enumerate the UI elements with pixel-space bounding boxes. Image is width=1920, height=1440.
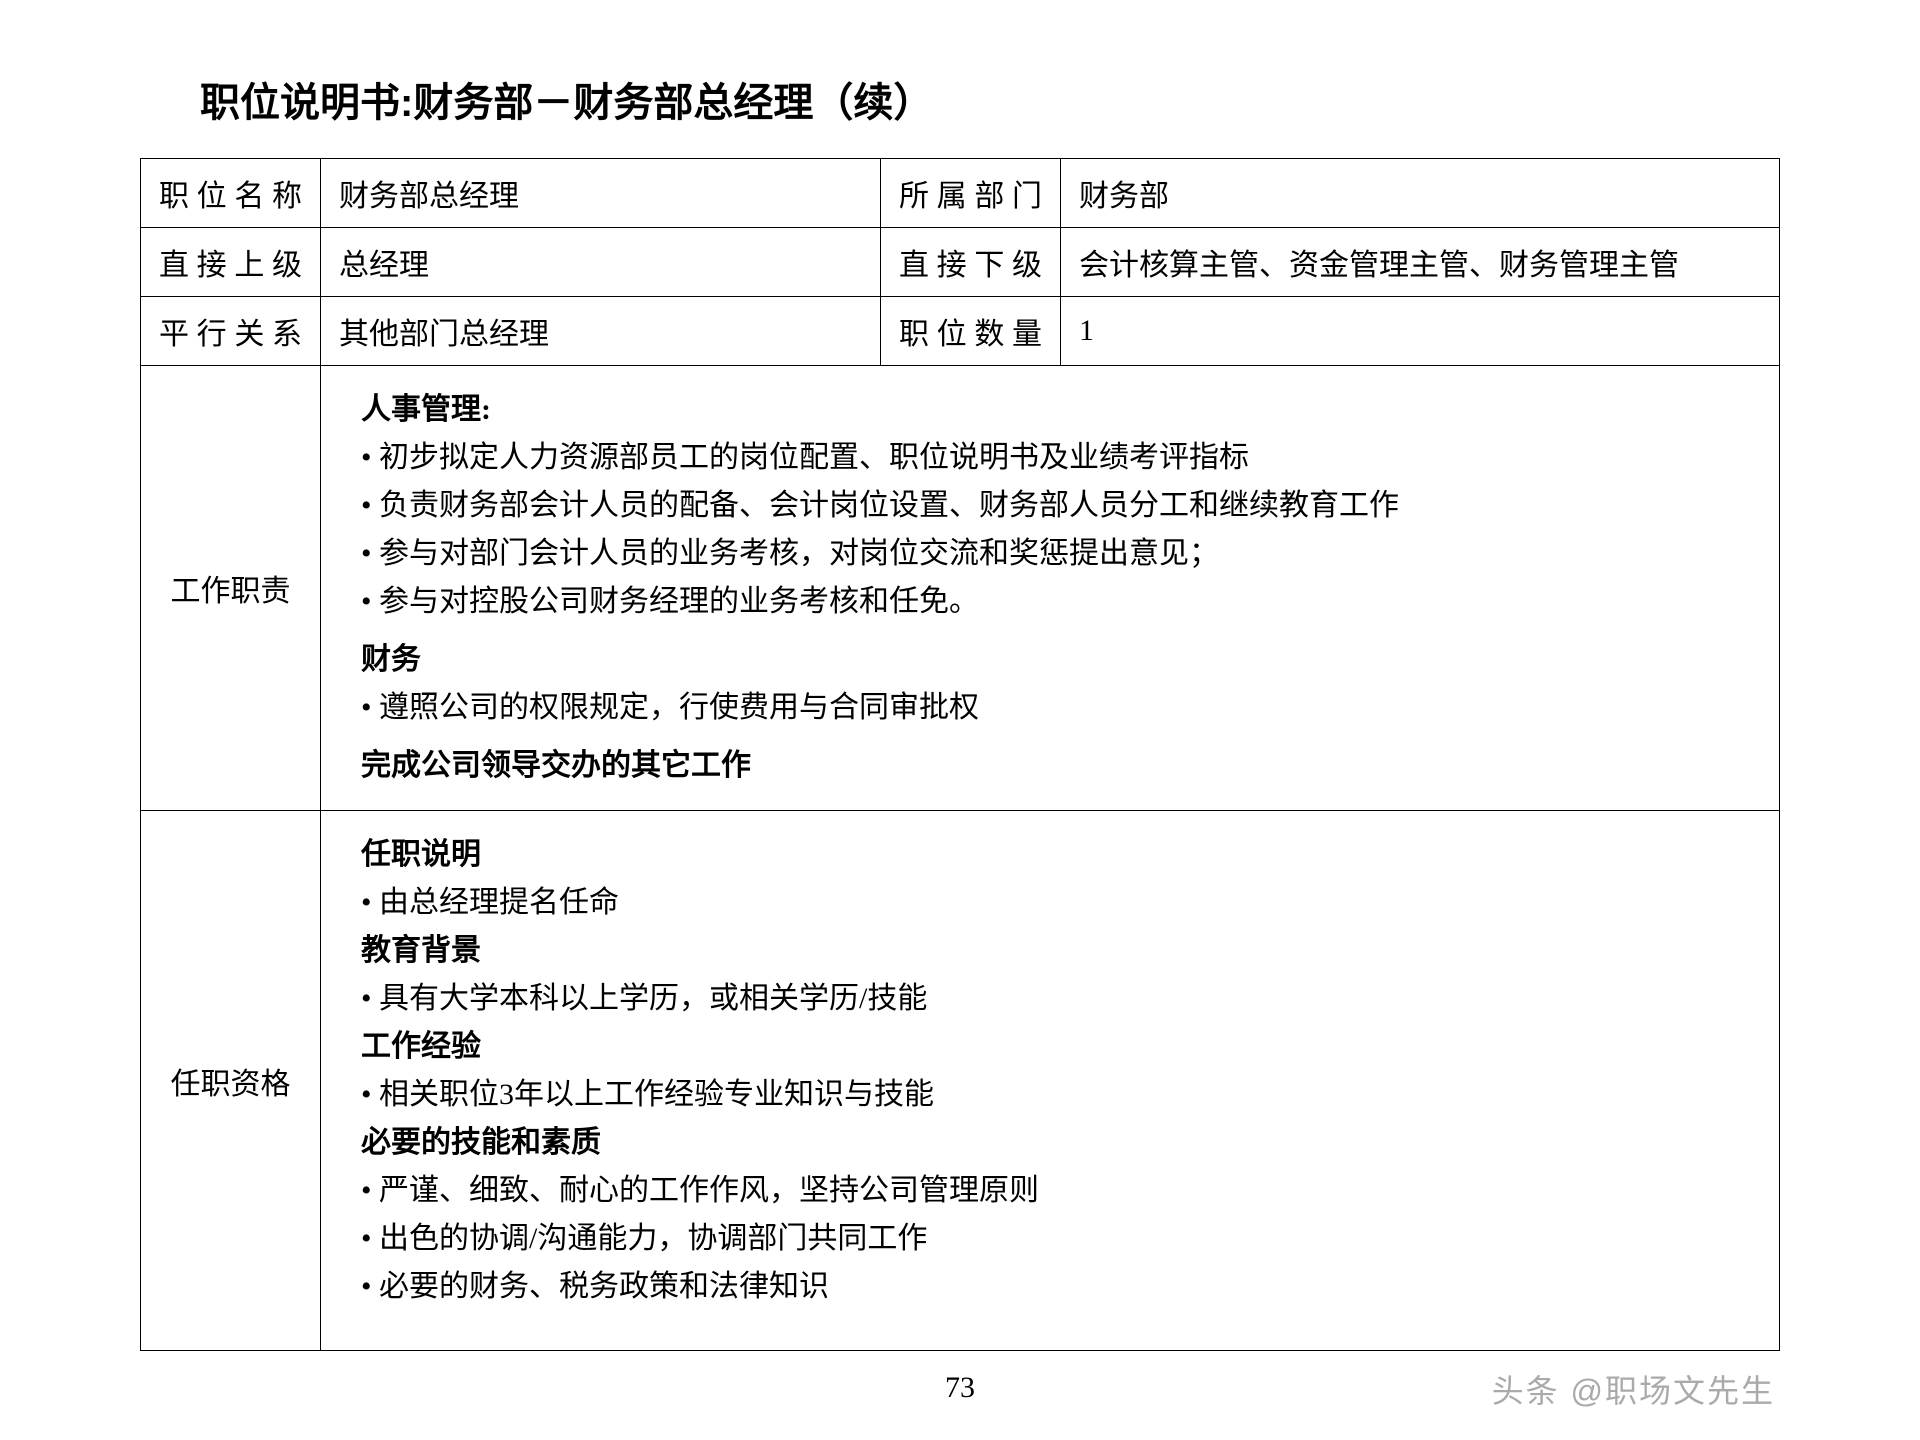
duties-hr-item: • 初步拟定人力资源部员工的岗位配置、职位说明书及业绩考评指标 [361, 434, 1739, 482]
label-supervisor: 直接上级 [141, 228, 321, 297]
job-description-table: 职位名称 财务部总经理 所属部门 财务部 直接上级 总经理 直接下级 会计核算主… [140, 158, 1780, 1351]
qual-item: • 必要的财务、税务政策和法律知识 [361, 1263, 1739, 1311]
qual-item: • 具有大学本科以上学历，或相关学历/技能 [361, 975, 1739, 1023]
table-row: 职位名称 财务部总经理 所属部门 财务部 [141, 159, 1780, 228]
page-number: 73 [945, 1371, 975, 1405]
value-department: 财务部 [1061, 159, 1780, 228]
label-subordinate: 直接下级 [881, 228, 1061, 297]
label-duties: 工作职责 [141, 366, 321, 811]
qual-item: • 由总经理提名任命 [361, 879, 1739, 927]
duties-content: 人事管理: • 初步拟定人力资源部员工的岗位配置、职位说明书及业绩考评指标 • … [321, 366, 1780, 811]
qual-item: • 严谨、细致、耐心的工作作风，坚持公司管理原则 [361, 1167, 1739, 1215]
duties-fin-header: 财务 [361, 636, 1739, 684]
value-supervisor: 总经理 [321, 228, 881, 297]
duties-hr-item: • 参与对控股公司财务经理的业务考核和任免。 [361, 578, 1739, 626]
value-position-name: 财务部总经理 [321, 159, 881, 228]
watermark-text: 头条 @职场文先生 [1492, 1366, 1775, 1412]
qual-header: 教育背景 [361, 927, 1739, 975]
qual-header: 工作经验 [361, 1023, 1739, 1071]
qual-item: • 相关职位3年以上工作经验专业知识与技能 [361, 1071, 1739, 1119]
table-row-qualifications: 任职资格 任职说明 • 由总经理提名任命 教育背景 • 具有大学本科以上学历，或… [141, 811, 1780, 1351]
table-row-duties: 工作职责 人事管理: • 初步拟定人力资源部员工的岗位配置、职位说明书及业绩考评… [141, 366, 1780, 811]
duties-hr-header: 人事管理: [361, 386, 1739, 434]
duties-other: 完成公司领导交办的其它工作 [361, 742, 1739, 790]
qual-header: 必要的技能和素质 [361, 1119, 1739, 1167]
duties-hr-item: • 负责财务部会计人员的配备、会计岗位设置、财务部人员分工和继续教育工作 [361, 482, 1739, 530]
value-headcount: 1 [1061, 297, 1780, 366]
label-department: 所属部门 [881, 159, 1061, 228]
qual-header: 任职说明 [361, 831, 1739, 879]
duties-hr-item: • 参与对部门会计人员的业务考核，对岗位交流和奖惩提出意见； [361, 530, 1739, 578]
value-subordinate: 会计核算主管、资金管理主管、财务管理主管 [1061, 228, 1780, 297]
label-headcount: 职位数量 [881, 297, 1061, 366]
qualifications-content: 任职说明 • 由总经理提名任命 教育背景 • 具有大学本科以上学历，或相关学历/… [321, 811, 1780, 1351]
duties-fin-item: • 遵照公司的权限规定，行使费用与合同审批权 [361, 684, 1739, 732]
table-row: 直接上级 总经理 直接下级 会计核算主管、资金管理主管、财务管理主管 [141, 228, 1780, 297]
label-qualifications: 任职资格 [141, 811, 321, 1351]
label-position-name: 职位名称 [141, 159, 321, 228]
page-title: 职位说明书:财务部－财务部总经理（续） [200, 70, 1780, 128]
table-row: 平行关系 其他部门总经理 职位数量 1 [141, 297, 1780, 366]
label-peer: 平行关系 [141, 297, 321, 366]
qual-item: • 出色的协调/沟通能力，协调部门共同工作 [361, 1215, 1739, 1263]
table-body: 职位名称 财务部总经理 所属部门 财务部 直接上级 总经理 直接下级 会计核算主… [141, 159, 1780, 1351]
value-peer: 其他部门总经理 [321, 297, 881, 366]
